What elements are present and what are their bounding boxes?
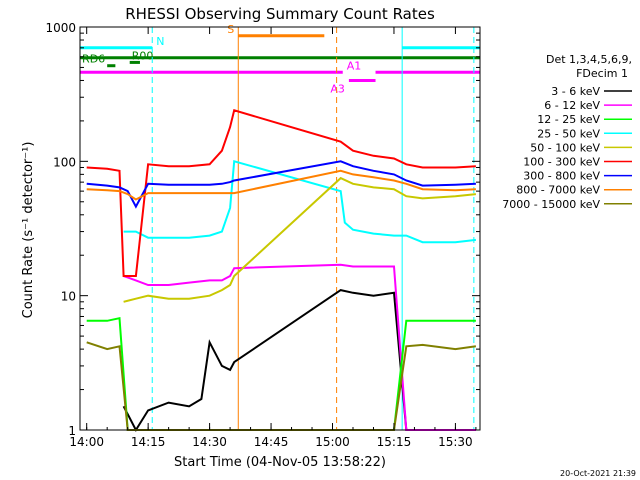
legend-label-3: 25 - 50 keV	[537, 127, 600, 140]
y-tick-label-1: 10	[61, 290, 76, 304]
flag-label-RD6: RD6	[82, 53, 105, 66]
series-line-3	[123, 160, 477, 244]
flag-label-A1: A1	[347, 59, 362, 72]
series-layer	[86, 109, 477, 433]
y-tick-label-0: 1	[68, 424, 76, 438]
series-line-0	[122, 289, 476, 433]
series-line-6	[86, 160, 476, 209]
x-axis-label: Start Time (04-Nov-05 13:58:22)	[174, 455, 386, 470]
vlines-layer	[151, 27, 475, 430]
legend-label-2: 12 - 25 keV	[537, 113, 600, 126]
series-line-4	[123, 176, 477, 303]
legend-header-1: Det 1,3,4,5,6,9,	[546, 53, 632, 66]
x-tick-label-6: 15:30	[438, 435, 473, 449]
legend-label-0: 3 - 6 keV	[551, 85, 600, 98]
series-line-7	[86, 169, 476, 201]
legend-header-2: FDecim 1	[576, 67, 628, 80]
y-axis-label: Count Rate (s⁻¹ detector⁻¹)	[21, 142, 36, 319]
x-axis: 14:00 14:15 14:30 14:45 15:00 15:15 15:30	[69, 27, 477, 449]
legend-label-8: 7000 - 15000 keV	[502, 198, 600, 211]
series-line-2	[86, 316, 476, 431]
y-tick-label-2: 100	[53, 155, 76, 169]
legend-label-7: 800 - 7000 keV	[516, 184, 600, 197]
plot-frame	[79, 26, 481, 431]
flag-label-N: N	[156, 35, 164, 48]
x-tick-label-5: 15:15	[377, 435, 412, 449]
x-tick-label-1: 14:15	[131, 435, 166, 449]
x-tick-label-3: 14:45	[254, 435, 289, 449]
x-tick-label-2: 14:30	[192, 435, 227, 449]
y-tick-label-3: 1000	[45, 21, 76, 35]
flag-label-A3: A3	[330, 82, 345, 95]
legend-label-6: 300 - 800 keV	[523, 170, 600, 183]
legend-label-5: 100 - 300 keV	[523, 156, 600, 169]
chart-title: RHESSI Observing Summary Count Rates	[125, 5, 435, 23]
x-tick-label-4: 15:00	[315, 435, 350, 449]
series-line-5	[86, 109, 476, 277]
flag-label-R00: R00	[132, 49, 154, 62]
legend-label-4: 50 - 100 keV	[530, 141, 600, 154]
legend-label-1: 6 - 12 keV	[544, 99, 600, 112]
timestamp: 20-Oct-2021 21:39	[560, 469, 636, 478]
x-tick-label-0: 14:00	[69, 435, 104, 449]
flag-label-S: S	[227, 23, 234, 36]
series-line-1	[123, 263, 476, 431]
y-axis: 1 10 100 1000	[45, 21, 480, 438]
